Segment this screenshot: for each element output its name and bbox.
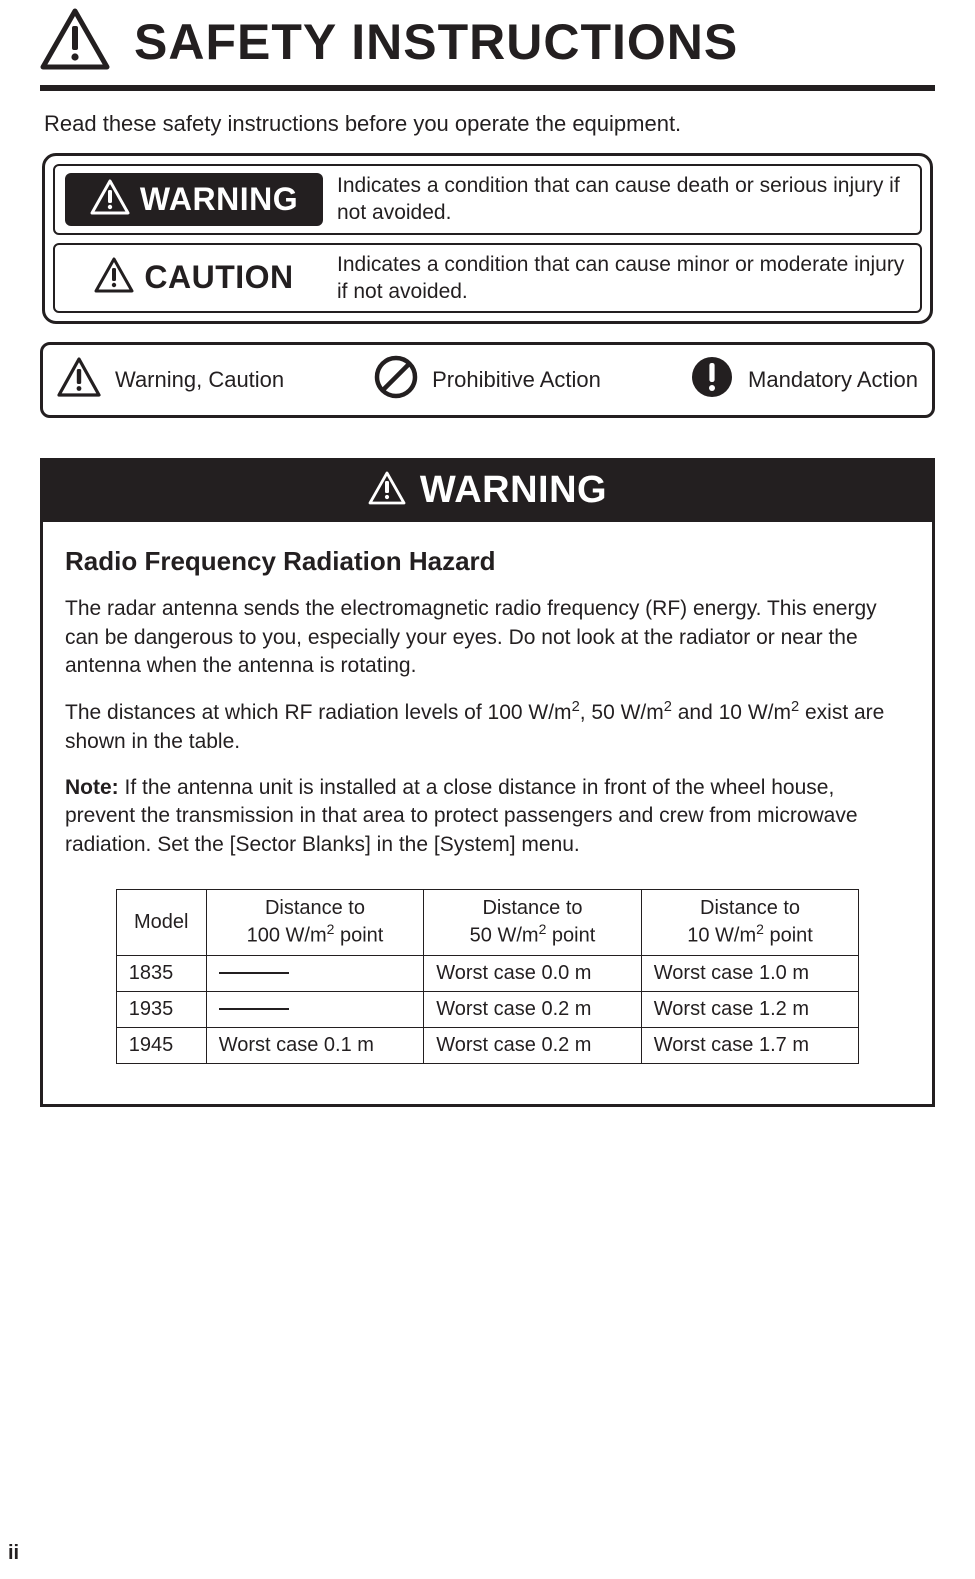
para2-seg-a: The distances at which RF radiation leve… [65, 701, 572, 724]
rf-hazard-subtitle: Radio Frequency Radiation Hazard [65, 546, 910, 577]
warning-section-header-label: WARNING [420, 469, 607, 512]
col-d50-line2a: 50 W/m [470, 925, 539, 947]
cell-d100 [206, 991, 424, 1027]
cell-d50: Worst case 0.0 m [424, 955, 642, 991]
col-model: Model [116, 889, 206, 955]
note-label: Note: [65, 776, 119, 799]
col-d50-line2b: point [546, 925, 595, 947]
cell-d50: Worst case 0.2 m [424, 991, 642, 1027]
table-row: 1935 Worst case 0.2 m Worst case 1.2 m [116, 991, 859, 1027]
warning-section-header: WARNING [43, 461, 932, 522]
warning-section-body: Radio Frequency Radiation Hazard The rad… [43, 522, 932, 1103]
col-d100-line2a: 100 W/m [247, 925, 327, 947]
page-title: SAFETY INSTRUCTIONS [134, 13, 738, 71]
caution-definition-text: Indicates a condition that can cause min… [337, 251, 910, 306]
col-model-label: Model [134, 911, 188, 933]
warning-section: WARNING Radio Frequency Radiation Hazard… [40, 458, 935, 1106]
rf-hazard-para2: The distances at which RF radiation leve… [65, 698, 910, 756]
title-row: SAFETY INSTRUCTIONS [40, 0, 935, 91]
para2-seg-b: , 50 W/m [580, 701, 664, 724]
table-body: 1835 Worst case 0.0 m Worst case 1.0 m 1… [116, 955, 859, 1063]
legend-prohibitive: Prohibitive Action [351, 355, 625, 405]
rf-hazard-note: Note: If the antenna unit is installed a… [65, 774, 910, 859]
col-d100: Distance to 100 W/m2 point [206, 889, 424, 955]
superscript-2: 2 [756, 921, 764, 937]
cell-model: 1935 [116, 991, 206, 1027]
cell-d100 [206, 955, 424, 991]
cell-d50: Worst case 0.2 m [424, 1027, 642, 1063]
legend-warning-caution-label: Warning, Caution [115, 367, 284, 393]
warning-triangle-icon [40, 8, 110, 75]
warning-triangle-icon [57, 357, 101, 403]
superscript-2: 2 [791, 699, 799, 715]
cell-model: 1945 [116, 1027, 206, 1063]
legend-prohibitive-label: Prohibitive Action [432, 367, 601, 393]
mandatory-icon [690, 355, 734, 405]
definitions-box: WARNING Indicates a condition that can c… [42, 153, 933, 324]
legend-box: Warning, Caution Prohibitive Action Mand… [40, 342, 935, 418]
warning-badge-label: WARNING [140, 181, 298, 218]
legend-mandatory: Mandatory Action [644, 355, 918, 405]
definition-row-caution: CAUTION Indicates a condition that can c… [53, 243, 922, 314]
cell-d10: Worst case 1.0 m [641, 955, 859, 991]
rf-distance-table: Model Distance to 100 W/m2 point Distanc… [116, 889, 860, 1064]
warning-triangle-icon [94, 257, 134, 298]
warning-triangle-icon [368, 471, 406, 510]
cell-d10: Worst case 1.2 m [641, 991, 859, 1027]
col-d10-line1: Distance to [700, 897, 800, 919]
dash-icon [219, 972, 289, 974]
warning-definition-text: Indicates a condition that can cause dea… [337, 172, 910, 227]
col-d10-line2b: point [764, 925, 813, 947]
warning-badge: WARNING [65, 173, 323, 226]
para2-seg-c: and 10 W/m [672, 701, 791, 724]
cell-d100: Worst case 0.1 m [206, 1027, 424, 1063]
col-d50: Distance to 50 W/m2 point [424, 889, 642, 955]
intro-text: Read these safety instructions before yo… [44, 111, 935, 137]
rf-hazard-para1: The radar antenna sends the electromagne… [65, 595, 910, 680]
col-d100-line1: Distance to [265, 897, 365, 919]
page: SAFETY INSTRUCTIONS Read these safety in… [0, 0, 975, 1579]
cell-model: 1835 [116, 955, 206, 991]
table-row: 1835 Worst case 0.0 m Worst case 1.0 m [116, 955, 859, 991]
caution-badge-label: CAUTION [144, 259, 293, 296]
table-header-row: Model Distance to 100 W/m2 point Distanc… [116, 889, 859, 955]
superscript-2: 2 [664, 699, 672, 715]
col-d50-line1: Distance to [482, 897, 582, 919]
col-d100-line2b: point [334, 925, 383, 947]
superscript-2: 2 [572, 699, 580, 715]
prohibit-icon [374, 355, 418, 405]
col-d10-line2a: 10 W/m [687, 925, 756, 947]
table-row: 1945 Worst case 0.1 m Worst case 0.2 m W… [116, 1027, 859, 1063]
page-number: ii [8, 1542, 19, 1565]
caution-badge: CAUTION [65, 251, 323, 304]
dash-icon [219, 1008, 289, 1010]
note-text: If the antenna unit is installed at a cl… [65, 776, 858, 856]
cell-d10: Worst case 1.7 m [641, 1027, 859, 1063]
legend-warning-caution: Warning, Caution [57, 357, 331, 403]
definition-row-warning: WARNING Indicates a condition that can c… [53, 164, 922, 235]
col-d10: Distance to 10 W/m2 point [641, 889, 859, 955]
warning-triangle-icon [90, 179, 130, 220]
legend-mandatory-label: Mandatory Action [748, 367, 918, 393]
